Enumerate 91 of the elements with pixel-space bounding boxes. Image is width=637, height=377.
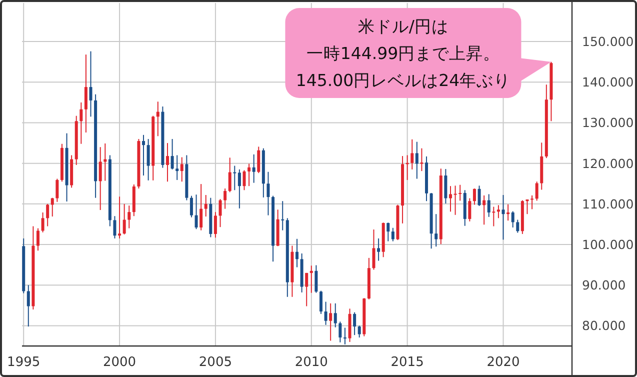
x-tick-label: 2010 [294, 355, 328, 370]
candlestick [448, 186, 452, 212]
candlestick [266, 171, 270, 216]
candlestick [50, 197, 54, 218]
candlestick [386, 222, 390, 242]
candlestick [353, 312, 356, 336]
candlestick [142, 134, 146, 176]
candlestick [200, 184, 203, 231]
y-tick-label: 130.000 [582, 115, 634, 130]
candlestick [334, 302, 337, 328]
y-tick-label: 80.000 [582, 318, 626, 334]
candlestick [358, 325, 361, 338]
candlestick [444, 168, 448, 204]
annotation: 米ドル/円は [358, 17, 448, 36]
candlestick [343, 327, 346, 345]
candlestick [89, 50, 92, 118]
candlestick [535, 181, 538, 202]
candlestick [502, 194, 505, 240]
candlestick [314, 264, 318, 294]
x-tick-label: 2000 [102, 355, 136, 370]
x-tick-label: 1995 [7, 355, 40, 370]
candlestick [56, 178, 59, 202]
candlestick [281, 200, 284, 231]
candlestick [454, 185, 457, 216]
x-tick-label: 2005 [198, 355, 232, 370]
candlestick [478, 185, 481, 206]
candlestick [46, 203, 50, 227]
candlestick [472, 188, 476, 206]
y-tick-label: 110.000 [582, 196, 634, 212]
candlestick [180, 156, 184, 182]
candlestick [146, 138, 150, 181]
candlestick [511, 210, 514, 228]
candlestick [372, 229, 376, 270]
candlestick [329, 302, 332, 342]
candlestick [257, 146, 260, 174]
candlestick [214, 212, 217, 238]
candlestick [118, 196, 122, 239]
candlestick [80, 102, 83, 144]
candlestick [242, 170, 246, 191]
candlestick [434, 214, 438, 248]
y-tick-label: 140.000 [582, 74, 634, 90]
candlestick [296, 238, 298, 268]
x-tick-label: 2020 [486, 355, 520, 370]
candlestick [156, 101, 160, 137]
candlestick [122, 203, 126, 235]
candlestick [305, 272, 308, 307]
candlestick [324, 301, 328, 326]
y-tick-label: 150.000 [582, 34, 634, 50]
candlestick [98, 146, 102, 211]
candlestick [496, 204, 500, 219]
candlestick [176, 154, 179, 180]
candlestick [415, 141, 418, 180]
candlestick [26, 284, 30, 328]
x-tick-label: 2015 [390, 355, 424, 370]
candlestick [482, 194, 486, 226]
candlestick [248, 163, 251, 187]
candlestick [166, 142, 169, 182]
candlestick [128, 205, 131, 229]
candlestick [218, 198, 222, 228]
candlestick [516, 219, 520, 234]
candlestick [468, 198, 472, 222]
candlestick [338, 321, 342, 343]
candlestick [506, 204, 510, 222]
candlestick [113, 216, 116, 239]
candlestick [252, 154, 256, 184]
candlestick [194, 194, 198, 230]
y-tick-label: 120.000 [582, 156, 634, 171]
candlestick [319, 290, 322, 314]
candlestick [492, 206, 496, 227]
candlestick [530, 194, 534, 210]
candlestick [391, 227, 394, 242]
candlestick [487, 194, 490, 218]
candlestick [36, 228, 40, 252]
candlestick [84, 54, 88, 133]
candlestick [238, 168, 241, 209]
y-tick-label: 90.000 [582, 278, 626, 293]
candlestick [526, 198, 529, 215]
candlestick [224, 188, 227, 210]
candlestick [170, 138, 174, 170]
candlestick [310, 265, 313, 294]
candlestick [458, 184, 462, 202]
annotation: 145.00円レベルは24年ぶり [296, 71, 511, 90]
candlestick [41, 212, 44, 233]
y-tick-label: 100.000 [582, 237, 634, 252]
candlestick [410, 138, 414, 170]
candlestick [190, 195, 193, 218]
candlestick [377, 238, 380, 262]
candlestick [233, 165, 236, 191]
candlestick [204, 194, 208, 218]
candlestick [228, 157, 232, 193]
annotation: 一時144.99円まで上昇。 [306, 44, 500, 63]
